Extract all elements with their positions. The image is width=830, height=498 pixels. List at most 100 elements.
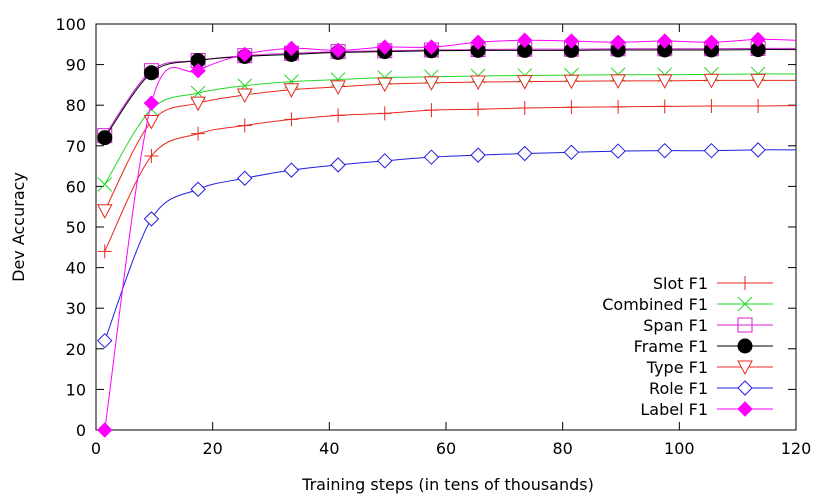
x-axis-label: Training steps (in tens of thousands) — [301, 475, 594, 494]
data-point — [611, 99, 626, 114]
data-point — [97, 244, 112, 259]
series-line — [104, 49, 797, 138]
data-point — [283, 162, 300, 178]
data-point — [470, 147, 486, 163]
data-point — [97, 332, 113, 349]
data-point — [237, 118, 252, 133]
legend-marker — [738, 276, 752, 290]
legend-label: Span F1 — [643, 316, 708, 335]
data-point — [751, 99, 766, 114]
data-point — [283, 83, 300, 98]
data-point — [610, 143, 626, 159]
data-point — [750, 73, 766, 89]
series-line — [104, 47, 797, 136]
data-point — [190, 96, 206, 112]
data-point — [657, 33, 673, 49]
data-point — [376, 77, 393, 93]
data-point — [610, 74, 626, 89]
x-tick-label: 0 — [91, 439, 101, 458]
data-point — [377, 39, 393, 55]
data-point — [190, 62, 206, 79]
y-tick-label: 20 — [66, 340, 86, 359]
series-slot-f1 — [97, 99, 797, 259]
data-point — [750, 31, 766, 48]
data-point — [330, 42, 346, 59]
data-point — [330, 157, 346, 173]
legend-marker — [737, 317, 753, 333]
y-tick-label: 70 — [66, 137, 86, 156]
y-tick-label: 0 — [76, 421, 86, 440]
legend-marker — [737, 360, 753, 376]
legend-marker — [737, 380, 753, 396]
legend-marker — [737, 296, 753, 312]
data-point — [237, 170, 253, 186]
data-point — [610, 34, 626, 50]
data-point — [191, 126, 206, 141]
data-point — [564, 100, 579, 115]
data-point — [424, 103, 439, 118]
data-point — [703, 73, 720, 89]
data-point — [237, 46, 253, 63]
data-point — [143, 65, 159, 81]
data-point — [283, 40, 300, 57]
series-type-f1 — [96, 73, 796, 219]
data-point — [563, 33, 580, 49]
data-point — [750, 142, 766, 158]
series-label-f1 — [97, 31, 797, 438]
data-point — [657, 142, 673, 159]
data-point — [516, 75, 533, 90]
y-tick-label: 30 — [66, 299, 86, 318]
y-tick-label: 40 — [66, 259, 86, 278]
x-tick-label: 20 — [202, 439, 222, 458]
data-point — [470, 75, 486, 91]
data-point — [656, 74, 673, 89]
data-point — [563, 74, 580, 90]
x-tick-label: 120 — [781, 439, 812, 458]
legend-label: Label F1 — [640, 400, 708, 419]
y-tick-label: 90 — [66, 56, 86, 75]
data-point — [377, 153, 393, 169]
y-tick-label: 10 — [66, 380, 86, 399]
data-point — [703, 142, 720, 159]
data-point — [517, 32, 533, 48]
x-tick-label: 100 — [664, 439, 695, 458]
data-point — [97, 422, 113, 438]
y-tick-label: 50 — [66, 218, 86, 237]
legend-label: Type F1 — [646, 358, 708, 377]
legend-label: Slot F1 — [653, 274, 708, 293]
series-layer — [96, 31, 797, 438]
data-point — [143, 95, 160, 111]
axes: 0 20 40 60 80 100 120 0 10 20 30 40 50 60 70 80 90 100 — [55, 15, 811, 458]
data-point — [144, 148, 159, 163]
data-point — [97, 177, 113, 192]
series-line — [104, 105, 797, 252]
data-point — [96, 204, 113, 219]
data-point — [284, 112, 299, 127]
legend-marker — [737, 338, 753, 354]
series-combined-f1 — [97, 66, 797, 192]
data-point — [704, 99, 719, 114]
legend-marker — [737, 401, 753, 417]
legend-label: Combined F1 — [602, 295, 708, 314]
data-point — [657, 99, 672, 114]
data-point — [236, 88, 253, 104]
series-frame-f1 — [97, 42, 797, 146]
data-point — [143, 211, 160, 227]
legend: Slot F1 Combined F1 Span F1 Frame F1 Type F1… — [602, 274, 773, 419]
data-point — [330, 80, 346, 95]
data-point — [97, 130, 113, 146]
data-point — [563, 144, 580, 161]
y-tick-label: 100 — [55, 15, 86, 34]
legend-label: Role F1 — [649, 379, 708, 398]
series-role-f1 — [97, 142, 797, 349]
data-point — [703, 34, 720, 50]
data-point — [517, 145, 533, 162]
data-point — [423, 76, 440, 91]
series-line — [104, 73, 797, 185]
x-tick-label: 80 — [552, 439, 572, 458]
x-tick-label: 60 — [436, 439, 456, 458]
data-point — [377, 106, 392, 121]
data-point — [423, 149, 440, 165]
data-point — [190, 181, 206, 197]
